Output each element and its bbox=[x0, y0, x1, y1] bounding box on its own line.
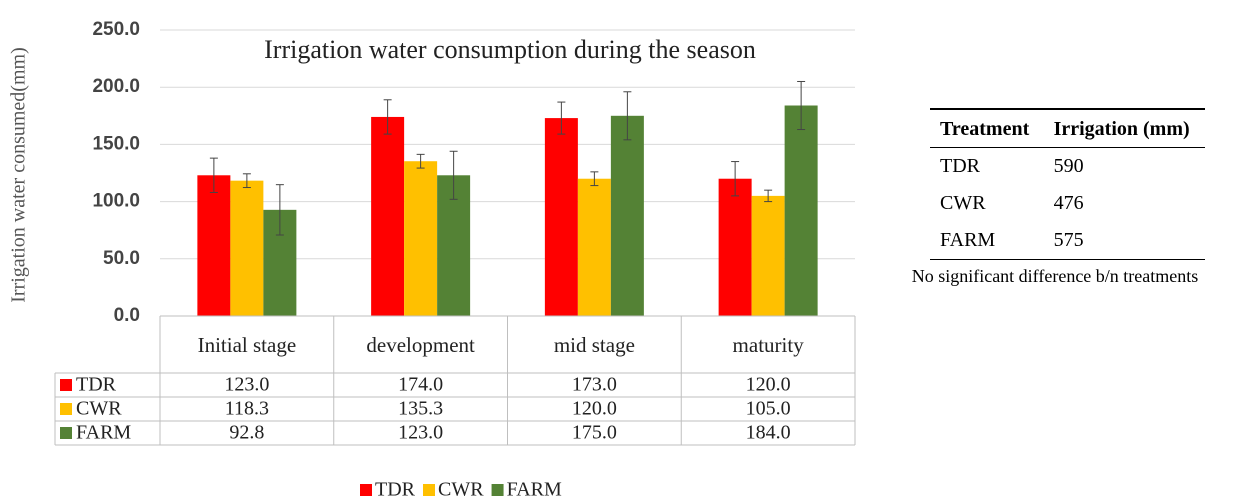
bar bbox=[577, 178, 611, 316]
data-label: 184.0 bbox=[746, 422, 791, 444]
legend-key bbox=[491, 484, 504, 496]
data-label: 174.0 bbox=[398, 374, 443, 396]
row-label: FARM bbox=[76, 422, 131, 444]
x-tick-cell: development bbox=[366, 332, 475, 357]
y-tick-label: 0.0 bbox=[114, 305, 140, 326]
legend-key bbox=[360, 484, 372, 496]
y-tick-label: 50.0 bbox=[103, 248, 140, 269]
bar bbox=[371, 116, 405, 316]
error-bar bbox=[449, 150, 458, 200]
error-bar bbox=[623, 91, 632, 141]
x-tick-label: Initial stage bbox=[197, 332, 297, 357]
data-label: 123.0 bbox=[398, 422, 443, 444]
legend-label: TDR bbox=[375, 479, 416, 499]
error-bar bbox=[731, 161, 740, 197]
header-row: Treatment Irrigation (mm) bbox=[930, 108, 1205, 148]
legend-label: FARM bbox=[507, 479, 562, 499]
side-table: Treatment Irrigation (mm) TDR 590 CWR 476 … bbox=[912, 108, 1205, 288]
legend-label: CWR bbox=[438, 479, 484, 499]
bar bbox=[784, 105, 818, 316]
error-bar bbox=[383, 99, 392, 135]
data-label: 135.3 bbox=[398, 398, 443, 420]
data-label: 123.0 bbox=[224, 374, 269, 396]
y-tick-label: 250.0 bbox=[92, 19, 140, 40]
data-label: 105.0 bbox=[746, 398, 791, 420]
data-label: 120.0 bbox=[572, 398, 617, 420]
legend-key bbox=[423, 484, 435, 496]
row: CWR 476 bbox=[930, 185, 1205, 222]
y-tick-label: 200.0 bbox=[92, 76, 140, 97]
bar bbox=[718, 178, 752, 316]
data-label: 118.3 bbox=[225, 398, 269, 420]
data-label: 92.8 bbox=[229, 422, 264, 444]
row-label: CWR bbox=[76, 398, 122, 420]
error-bar bbox=[764, 189, 773, 203]
cell: 590 bbox=[1053, 155, 1084, 177]
error-bar bbox=[242, 173, 251, 189]
y-tick-label: 150.0 bbox=[92, 133, 140, 154]
error-bar bbox=[416, 153, 425, 169]
x-tick-cell: Initial stage bbox=[197, 332, 297, 357]
cell: FARM bbox=[930, 222, 1044, 260]
chart: Irrigation water consumption during the … bbox=[8, 19, 856, 499]
cell: 575 bbox=[1043, 222, 1205, 260]
bar bbox=[230, 180, 264, 316]
bar bbox=[197, 175, 231, 316]
x-tick-cell: mid stage bbox=[553, 332, 635, 357]
note: No significant difference b/n treatments bbox=[911, 266, 1199, 286]
bar bbox=[544, 118, 578, 316]
bar bbox=[404, 161, 438, 316]
row: FARM 575 bbox=[930, 222, 1205, 260]
row-label: TDR bbox=[76, 374, 117, 396]
y-tick-label: 100.0 bbox=[92, 191, 140, 212]
error-bar bbox=[590, 171, 599, 187]
row: TDR 590 bbox=[930, 148, 1205, 186]
data-label: 173.0 bbox=[572, 374, 617, 396]
header-cell: Treatment bbox=[930, 108, 1044, 148]
bar bbox=[610, 115, 644, 316]
chart-title: Irrigation water consumption during the … bbox=[264, 35, 756, 64]
legend-key bbox=[60, 427, 72, 439]
data-label: 120.0 bbox=[746, 374, 791, 396]
error-bar bbox=[275, 184, 284, 236]
error-bar bbox=[557, 101, 566, 135]
error-bar bbox=[797, 80, 806, 131]
x-tick-label: development bbox=[366, 332, 475, 357]
cell: 476 bbox=[1053, 192, 1084, 214]
table: Treatment Irrigation (mm) TDR 590 CWR 476 … bbox=[930, 108, 1205, 260]
data-label: 175.0 bbox=[572, 422, 617, 444]
legend-key bbox=[60, 379, 72, 391]
cell: TDR bbox=[940, 155, 980, 177]
cell: CWR bbox=[940, 192, 986, 214]
x-tick-label: maturity bbox=[732, 332, 804, 357]
x-tick-cell: maturity bbox=[732, 332, 804, 357]
legend-key bbox=[60, 403, 72, 415]
error-bar bbox=[209, 157, 218, 193]
bar bbox=[751, 195, 785, 316]
x-tick-label: mid stage bbox=[553, 332, 635, 357]
header-cell: Irrigation (mm) bbox=[1043, 108, 1205, 148]
y-axis-label: Irrigation water consumed(mm) bbox=[8, 47, 30, 302]
